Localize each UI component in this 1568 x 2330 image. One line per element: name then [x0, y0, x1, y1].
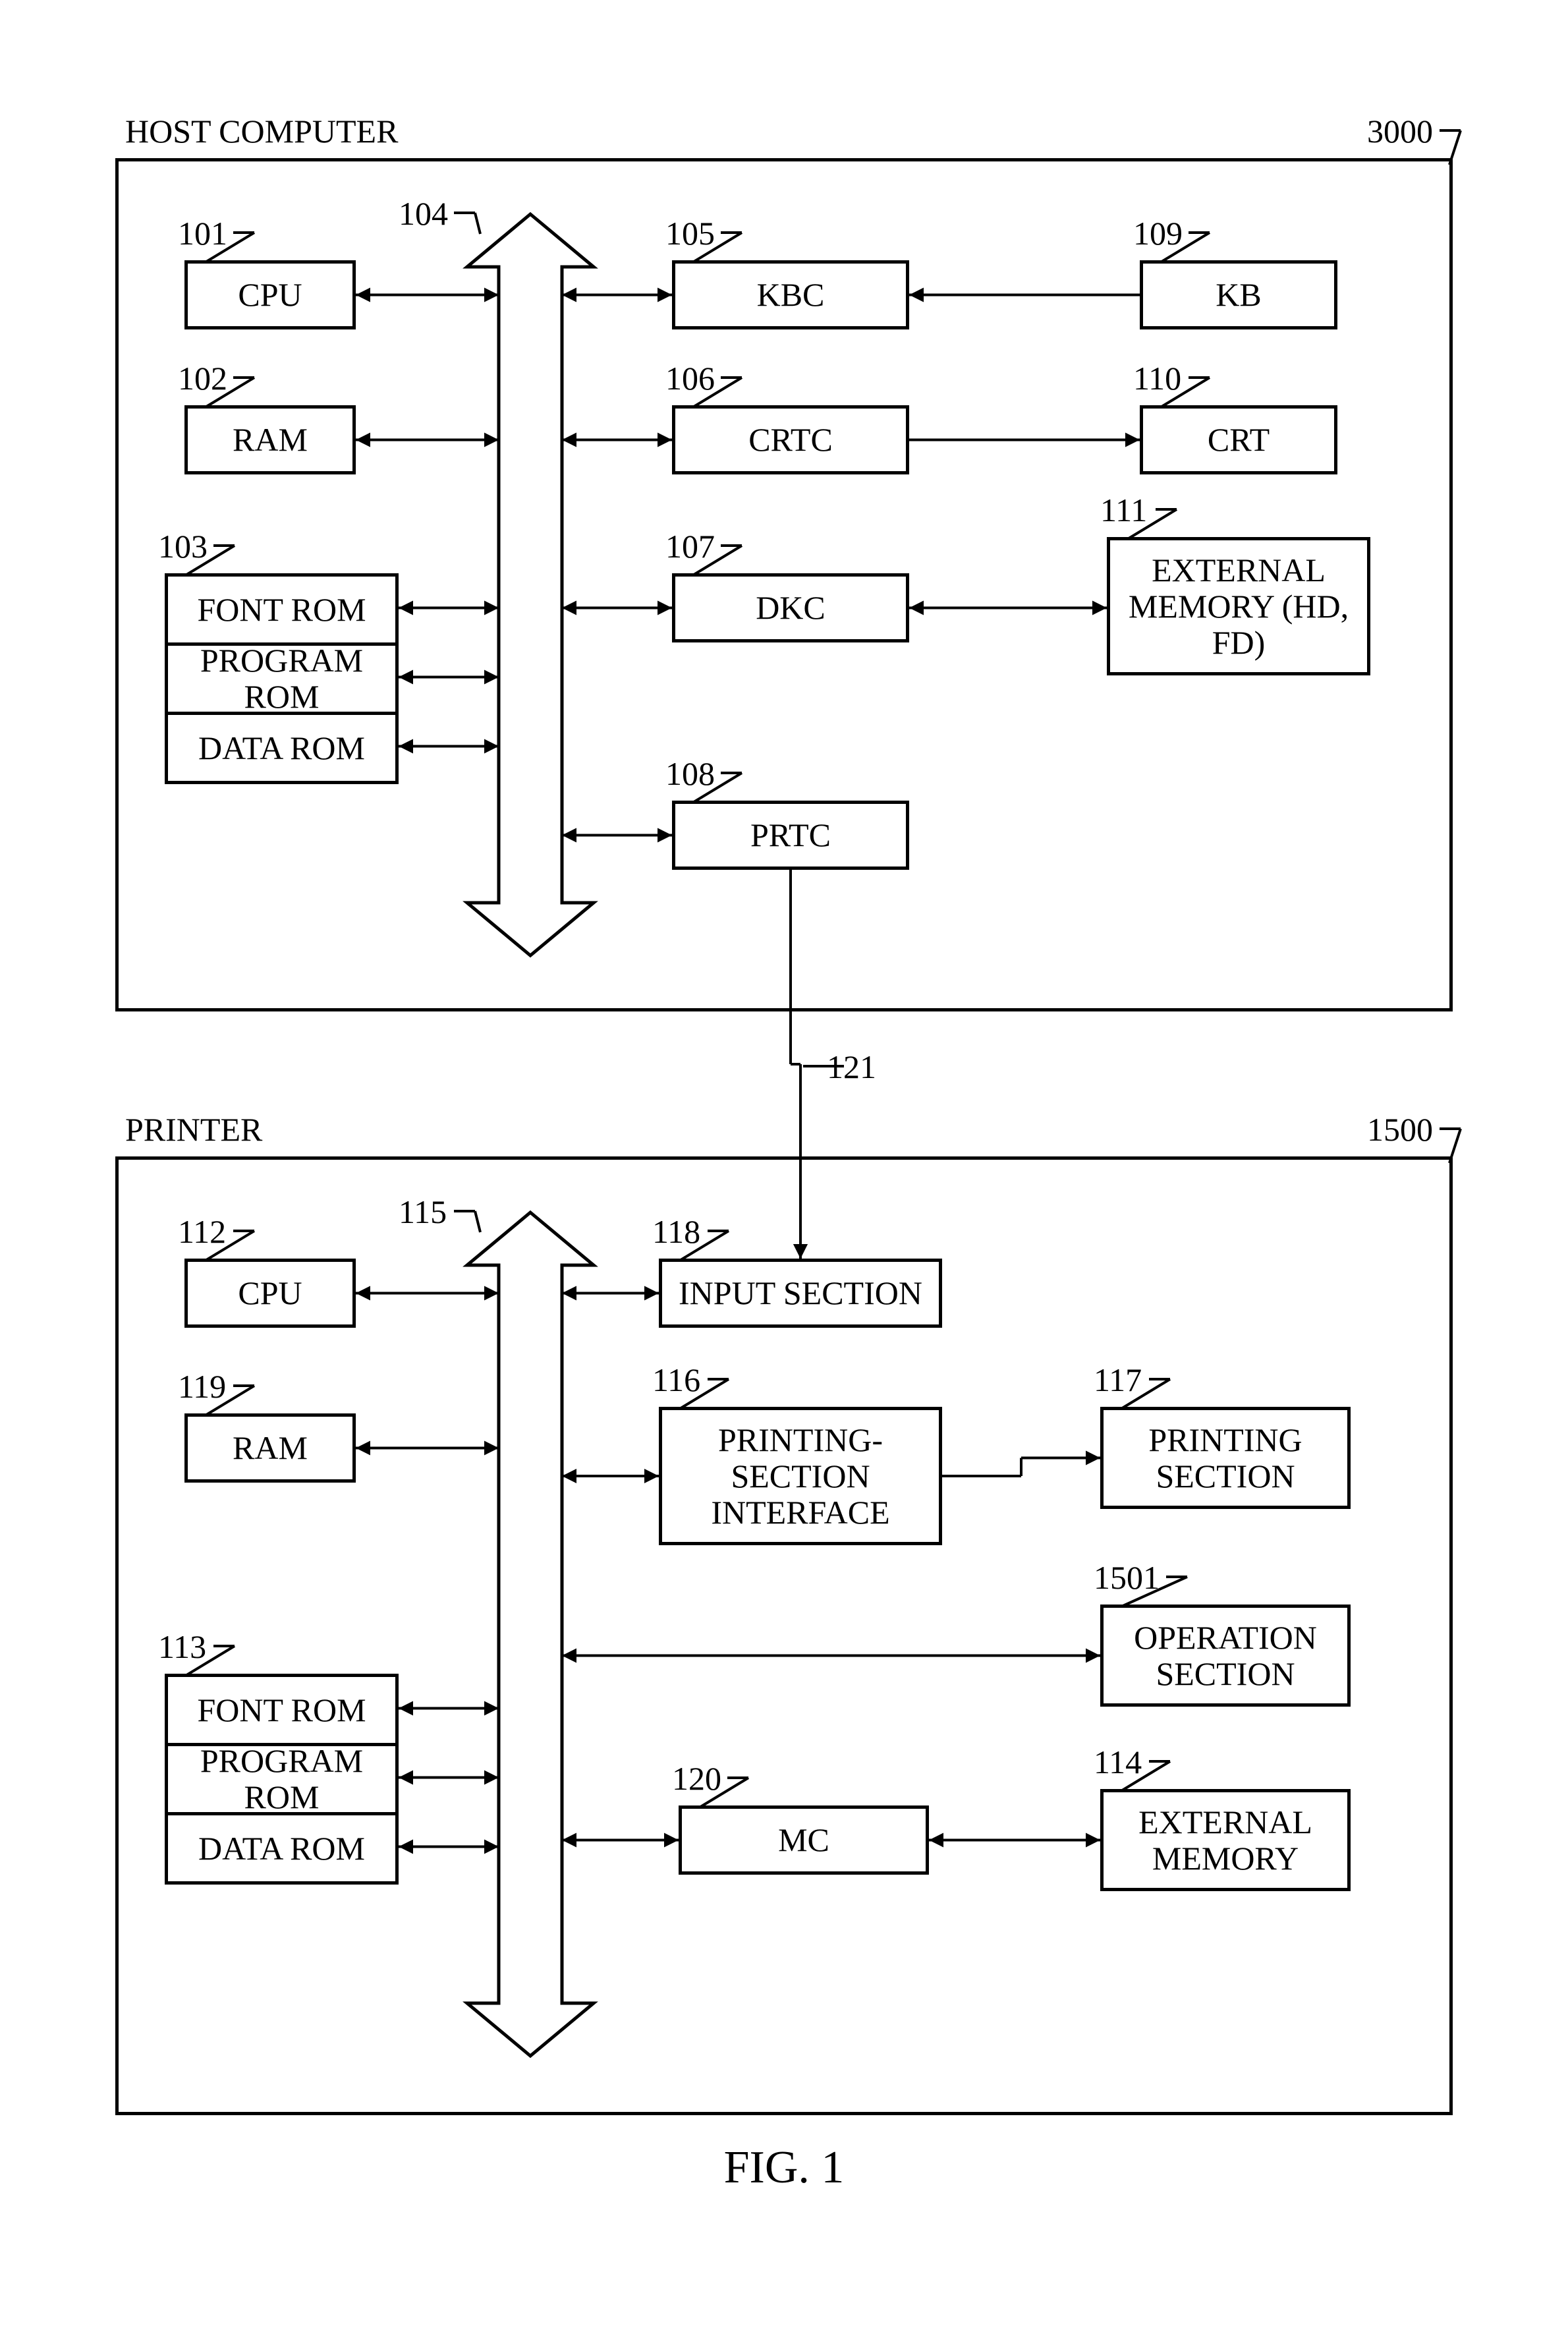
- host-bus-ref: 104: [399, 194, 448, 233]
- figure-label: FIG. 1: [724, 2142, 845, 2194]
- printer-psi-ref: 116: [652, 1361, 700, 1399]
- host-rom-row-1: PROGRAM ROM: [165, 642, 399, 715]
- host-ext1: EXTERNAL MEMORY (HD, FD): [1107, 537, 1370, 675]
- host-dkc-ref: 107: [665, 527, 715, 565]
- printer-ref-label: 1500: [1367, 1110, 1433, 1149]
- diagram-canvas: HOST COMPUTER 3000 PRINTER 1500 FIG. 1 1…: [0, 0, 1568, 2330]
- printer-pcpu-ref: 112: [178, 1212, 226, 1251]
- link-ref: 121: [827, 1048, 876, 1086]
- printer-mc-ref: 120: [672, 1759, 721, 1798]
- host-kb-ref: 109: [1133, 214, 1183, 252]
- host-crt-ref: 110: [1133, 359, 1181, 397]
- printer-psec-ref: 117: [1094, 1361, 1142, 1399]
- host-cpu-ref: 101: [178, 214, 227, 252]
- host-ram: RAM: [184, 405, 356, 474]
- host-rom-ref: 103: [158, 527, 208, 565]
- printer-prom-row-1: PROGRAM ROM: [165, 1743, 399, 1815]
- printer-osec-ref: 1501: [1094, 1558, 1160, 1597]
- printer-pext-ref: 114: [1094, 1743, 1142, 1781]
- host-kbc-ref: 105: [665, 214, 715, 252]
- printer-pext: EXTERNAL MEMORY: [1100, 1789, 1351, 1891]
- printer-prom-row-0: FONT ROM: [165, 1674, 399, 1746]
- host-crt: CRT: [1140, 405, 1337, 474]
- host-title: HOST COMPUTER: [125, 112, 398, 150]
- host-prtc: PRTC: [672, 801, 909, 870]
- host-crtc-ref: 106: [665, 359, 715, 397]
- host-crtc: CRTC: [672, 405, 909, 474]
- host-dkc: DKC: [672, 573, 909, 642]
- host-kb: KB: [1140, 260, 1337, 329]
- host-rom-row-2: DATA ROM: [165, 712, 399, 784]
- printer-title: PRINTER: [125, 1110, 262, 1149]
- host-rom-row-0: FONT ROM: [165, 573, 399, 646]
- printer-psec: PRINTING SECTION: [1100, 1407, 1351, 1509]
- host-ext1-ref: 111: [1100, 491, 1147, 529]
- printer-prom-ref: 113: [158, 1628, 206, 1666]
- host-ram-ref: 102: [178, 359, 227, 397]
- printer-pram-ref: 119: [178, 1367, 226, 1406]
- printer-mc: MC: [679, 1805, 929, 1875]
- host-cpu: CPU: [184, 260, 356, 329]
- printer-inp: INPUT SECTION: [659, 1259, 942, 1328]
- printer-psi: PRINTING-SECTION INTERFACE: [659, 1407, 942, 1545]
- printer-osec: OPERATION SECTION: [1100, 1605, 1351, 1707]
- printer-bus-ref: 115: [399, 1193, 447, 1231]
- host-prtc-ref: 108: [665, 754, 715, 793]
- printer-pcpu: CPU: [184, 1259, 356, 1328]
- host-kbc: KBC: [672, 260, 909, 329]
- host-ref-label: 3000: [1367, 112, 1433, 150]
- printer-prom-row-2: DATA ROM: [165, 1812, 399, 1885]
- printer-pram: RAM: [184, 1413, 356, 1483]
- printer-inp-ref: 118: [652, 1212, 700, 1251]
